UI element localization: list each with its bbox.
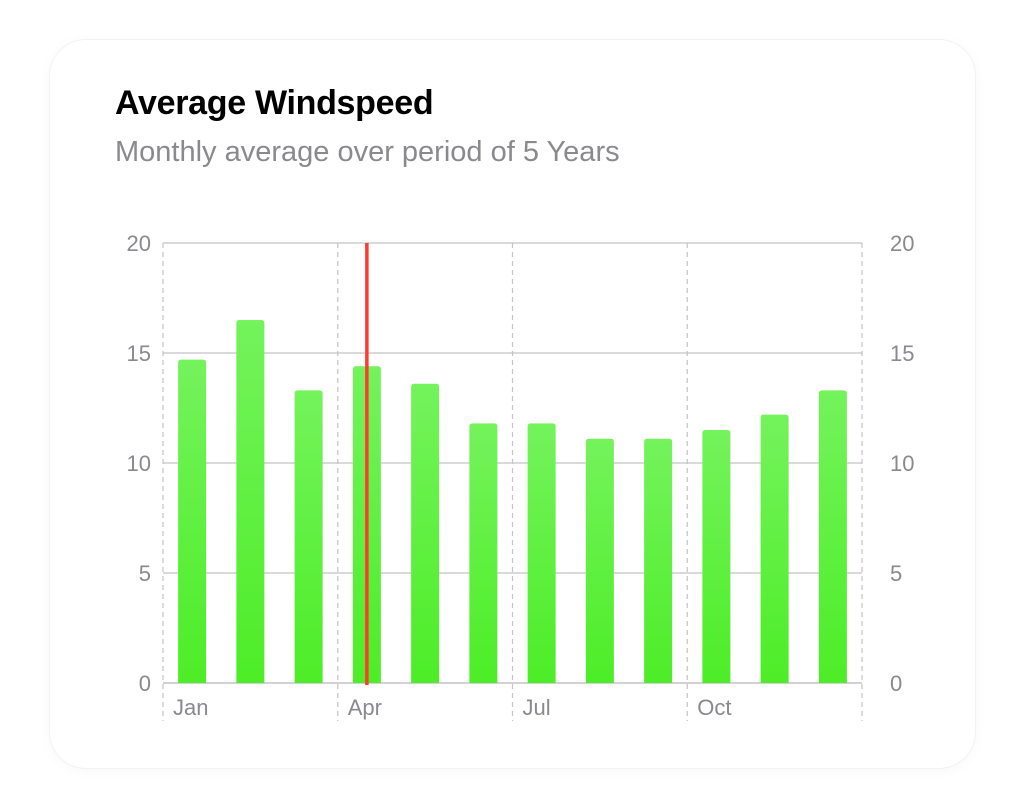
- y-tick-left-0: 0: [139, 671, 151, 696]
- bar-dec[interactable]: [818, 390, 847, 683]
- bars: [178, 320, 847, 683]
- y-tick-left-20: 20: [127, 231, 151, 256]
- y-tick-left-5: 5: [139, 561, 151, 586]
- y-tick-right-15: 15: [890, 341, 914, 366]
- y-tick-right-10: 10: [890, 451, 914, 476]
- y-tick-right-20: 20: [890, 231, 914, 256]
- bar-jul[interactable]: [527, 423, 556, 683]
- bar-jun[interactable]: [469, 423, 498, 683]
- x-tick-oct: Oct: [697, 695, 731, 720]
- tick-labels: 0 0 5 5 10 10 15 15 20 20 Jan Apr Jul Oct: [127, 231, 915, 720]
- bar-jan[interactable]: [178, 359, 207, 683]
- grid: [162, 242, 863, 721]
- bar-sep[interactable]: [644, 438, 673, 683]
- bar-aug[interactable]: [585, 438, 614, 683]
- bar-mar[interactable]: [294, 390, 323, 683]
- x-tick-apr: Apr: [348, 695, 382, 720]
- bar-may[interactable]: [411, 383, 440, 683]
- bar-feb[interactable]: [236, 320, 265, 683]
- chart-subtitle: Monthly average over period of 5 Years: [115, 136, 620, 168]
- x-tick-jul: Jul: [523, 695, 551, 720]
- x-tick-jan: Jan: [173, 695, 208, 720]
- y-tick-left-10: 10: [127, 451, 151, 476]
- chart-title: Average Windspeed: [115, 84, 434, 122]
- y-tick-left-15: 15: [127, 341, 151, 366]
- y-tick-right-5: 5: [890, 561, 902, 586]
- y-tick-right-0: 0: [890, 671, 902, 696]
- bar-oct[interactable]: [702, 430, 731, 683]
- bar-nov[interactable]: [760, 414, 789, 683]
